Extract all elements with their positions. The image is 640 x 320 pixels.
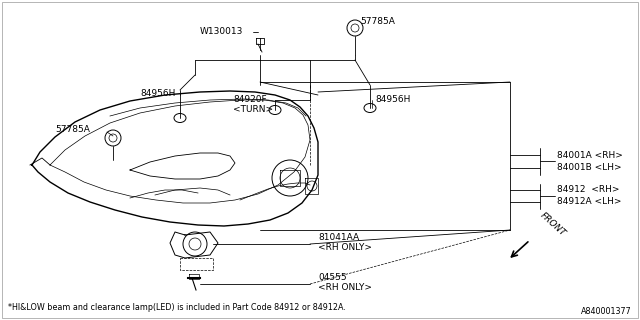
Text: 57785A: 57785A: [55, 125, 90, 134]
Text: <RH ONLY>: <RH ONLY>: [318, 244, 372, 252]
Text: 84001A <RH>: 84001A <RH>: [557, 150, 623, 159]
Text: <RH ONLY>: <RH ONLY>: [318, 284, 372, 292]
Text: 04555: 04555: [318, 274, 347, 283]
Text: <TURN>: <TURN>: [233, 106, 273, 115]
Text: 84001B <LH>: 84001B <LH>: [557, 164, 621, 172]
Text: 57785A: 57785A: [360, 18, 395, 27]
Text: 84912  <RH>: 84912 <RH>: [557, 186, 620, 195]
Text: 84956H: 84956H: [140, 89, 175, 98]
Text: 84956H: 84956H: [375, 95, 410, 105]
Text: FRONT: FRONT: [538, 211, 567, 238]
Text: 84920F: 84920F: [233, 95, 267, 105]
Text: 81041AA: 81041AA: [318, 234, 359, 243]
Text: W130013: W130013: [200, 28, 243, 36]
Text: 84912A <LH>: 84912A <LH>: [557, 197, 621, 206]
Text: *HI&LOW beam and clearance lamp(LED) is included in Part Code 84912 or 84912A.: *HI&LOW beam and clearance lamp(LED) is …: [8, 303, 346, 312]
Text: A840001377: A840001377: [581, 307, 632, 316]
